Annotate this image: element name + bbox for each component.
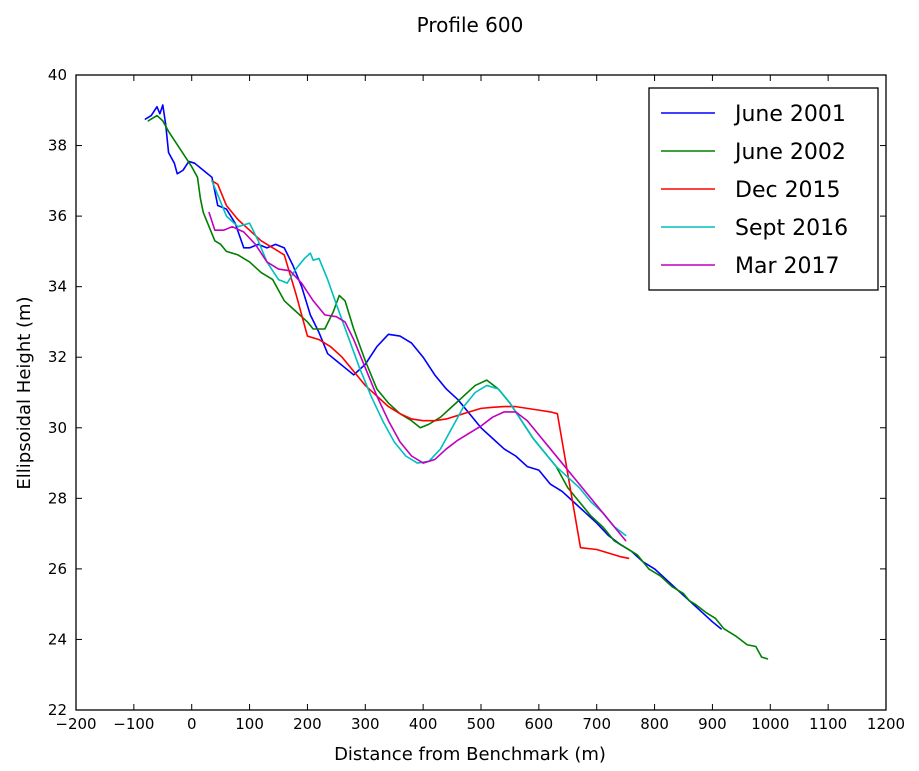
x-tick-label: 200 xyxy=(293,715,322,733)
x-tick-label: 100 xyxy=(235,715,264,733)
legend-label-2: Dec 2015 xyxy=(735,178,841,203)
series-line-1 xyxy=(147,114,769,660)
x-tick-label: 900 xyxy=(698,715,727,733)
x-tick-label: 0 xyxy=(187,715,197,733)
legend-label-0: June 2001 xyxy=(733,102,846,127)
x-axis-title: Distance from Benchmark (m) xyxy=(334,744,606,765)
y-tick-label: 26 xyxy=(48,560,67,578)
x-tick-label: 400 xyxy=(409,715,438,733)
x-tick-label: 500 xyxy=(467,715,496,733)
y-tick-label: 22 xyxy=(48,701,67,719)
y-axis-title: Ellipsoidal Height (m) xyxy=(14,296,35,489)
y-tick-label: 36 xyxy=(48,207,67,225)
x-tick-label: 300 xyxy=(351,715,380,733)
y-tick-label: 34 xyxy=(48,278,67,296)
y-tick-label: 38 xyxy=(48,137,67,155)
x-tick-label: 700 xyxy=(582,715,611,733)
chart-title: Profile 600 xyxy=(417,13,524,37)
x-tick-label: −200 xyxy=(55,715,96,733)
legend-label-3: Sept 2016 xyxy=(735,216,848,241)
x-tick-label: −100 xyxy=(113,715,154,733)
x-tick-label: 1100 xyxy=(809,715,847,733)
legend: June 2001 June 2002 Dec 2015 Sept 2016 Mar 2… xyxy=(648,87,879,291)
legend-label-1: June 2002 xyxy=(733,140,846,165)
series-lines xyxy=(144,104,769,660)
y-tick-label: 28 xyxy=(48,489,67,507)
legend-label-4: Mar 2017 xyxy=(735,254,840,279)
series-line-3 xyxy=(211,180,627,537)
series-line-4 xyxy=(208,211,627,542)
x-tick-label: 1200 xyxy=(867,715,905,733)
y-tick-label: 30 xyxy=(48,419,67,437)
series-line-2 xyxy=(211,180,630,560)
series-line-0 xyxy=(144,104,722,630)
x-tick-label: 800 xyxy=(640,715,669,733)
x-tick-label: 600 xyxy=(525,715,554,733)
y-tick-label: 40 xyxy=(48,66,67,84)
y-tick-label: 32 xyxy=(48,348,67,366)
y-tick-label: 24 xyxy=(48,630,67,648)
axis-ticks: −200 −100 0 100 200 300 400 500 600 700 800 900 1000… xyxy=(48,66,905,733)
x-tick-label: 1000 xyxy=(751,715,789,733)
